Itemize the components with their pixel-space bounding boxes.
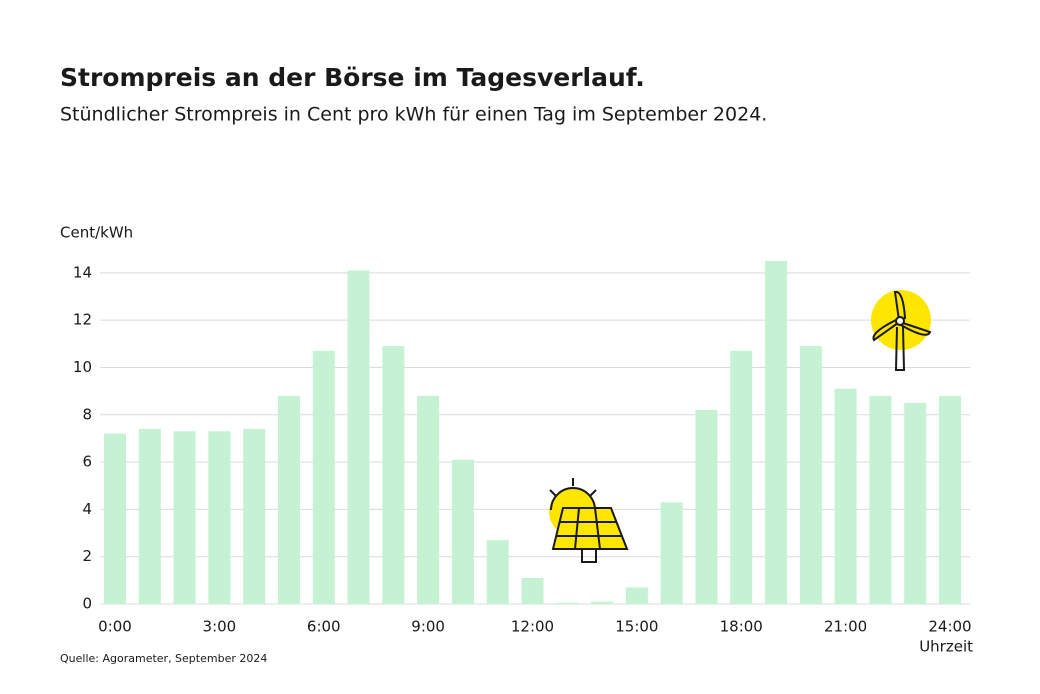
y-tick-label: 6 xyxy=(82,453,92,471)
bar xyxy=(765,261,788,604)
x-tick-label: 0:00 xyxy=(98,618,132,636)
y-tick-label: 14 xyxy=(73,263,92,281)
bar xyxy=(382,346,405,604)
x-tick-label: 18:00 xyxy=(720,618,763,636)
bar xyxy=(208,431,231,604)
x-tick-label: 24:00 xyxy=(928,618,971,636)
bar xyxy=(834,388,857,604)
bar xyxy=(277,395,300,604)
bar xyxy=(243,428,266,604)
bar xyxy=(625,587,648,604)
bar xyxy=(695,410,718,604)
bar xyxy=(521,577,544,604)
bar xyxy=(451,459,474,604)
bar xyxy=(939,395,961,604)
solar-icon xyxy=(549,478,629,563)
x-tick-label: 9:00 xyxy=(411,618,445,636)
y-tick-label: 10 xyxy=(73,358,92,376)
y-axis-label: Cent/kWh xyxy=(60,224,133,242)
bar xyxy=(869,395,892,604)
bar xyxy=(417,395,440,604)
chart-subtitle: Stündlicher Strompreis in Cent pro kWh f… xyxy=(60,104,767,126)
x-tick-label: 15:00 xyxy=(615,618,658,636)
bar xyxy=(660,502,683,604)
bar xyxy=(591,601,614,604)
bar xyxy=(799,346,822,604)
bar xyxy=(730,350,753,604)
y-tick-label: 2 xyxy=(82,547,92,565)
bar xyxy=(556,602,579,604)
bar xyxy=(104,433,126,604)
bar xyxy=(904,402,927,604)
wind-icon xyxy=(871,290,932,371)
bar xyxy=(347,270,370,604)
source: Quelle: Agorameter, September 2024 xyxy=(60,652,267,665)
x-tick-label: 3:00 xyxy=(203,618,237,636)
y-tick-label: 8 xyxy=(82,405,92,423)
y-tick-label: 4 xyxy=(82,500,92,518)
x-tick-label: 21:00 xyxy=(824,618,867,636)
bar xyxy=(486,540,509,604)
x-tick-label: 12:00 xyxy=(511,618,554,636)
bars xyxy=(100,261,970,605)
bar xyxy=(138,428,161,604)
bar xyxy=(173,431,196,604)
bar xyxy=(312,350,335,604)
chart-title: Strompreis an der Börse im Tagesverlauf. xyxy=(60,63,645,92)
x-axis-label: Uhrzeit xyxy=(919,638,973,656)
y-tick-label: 12 xyxy=(73,311,92,329)
x-tick-label: 6:00 xyxy=(307,618,341,636)
y-tick-label: 0 xyxy=(82,595,92,613)
